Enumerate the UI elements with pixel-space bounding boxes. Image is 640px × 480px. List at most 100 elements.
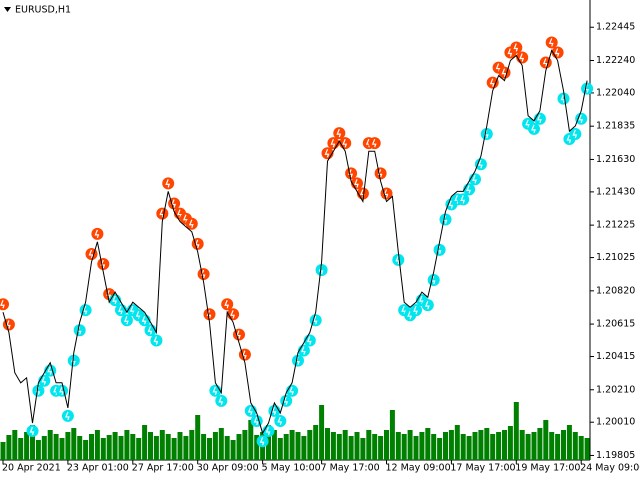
x-tick-label: 7 May 17:00 xyxy=(321,463,380,474)
volume-bar xyxy=(195,415,201,460)
signal-marker-icon xyxy=(448,200,454,209)
signal-marker-icon xyxy=(177,209,182,218)
signal-marker xyxy=(32,384,45,397)
signal-marker-icon xyxy=(29,426,35,436)
signal-marker xyxy=(191,237,204,250)
signal-marker-icon xyxy=(501,68,507,77)
signal-marker xyxy=(309,314,322,327)
signal-marker xyxy=(427,274,440,287)
volume-bar xyxy=(496,432,502,460)
signal-marker xyxy=(480,128,493,141)
volume-bar xyxy=(384,430,389,460)
signal-marker-icon xyxy=(466,185,471,194)
volume-bar xyxy=(277,438,283,460)
signal-marker-icon xyxy=(330,138,336,148)
signal-marker-icon xyxy=(247,406,253,416)
signal-marker xyxy=(392,253,405,266)
volume-bar xyxy=(319,405,325,460)
chart-title: EURUSD,H1 xyxy=(15,5,71,16)
signal-marker-icon xyxy=(94,229,100,239)
volume-bar xyxy=(454,425,460,460)
signal-marker-icon xyxy=(289,386,294,395)
x-tick-label: 30 Apr 09:00 xyxy=(197,463,259,474)
volume-bar xyxy=(112,432,118,460)
volume-bar xyxy=(401,434,407,460)
signal-marker-icon xyxy=(118,305,123,315)
signal-marker-icon xyxy=(194,239,200,249)
signal-marker-icon xyxy=(59,386,64,395)
price-line xyxy=(2,49,588,435)
signal-marker-icon xyxy=(224,300,230,309)
signal-marker xyxy=(168,197,181,210)
volume-bar xyxy=(448,430,454,460)
volume-bar xyxy=(124,430,130,460)
volume-bar xyxy=(389,410,395,460)
signal-marker-icon xyxy=(265,426,271,436)
signal-marker-icon xyxy=(65,411,70,421)
signal-marker xyxy=(457,193,470,206)
signal-marker xyxy=(73,324,86,337)
signal-marker xyxy=(256,435,269,448)
signal-marker-icon xyxy=(212,386,218,395)
volume-bar xyxy=(177,432,183,460)
signal-marker-icon xyxy=(424,300,430,310)
signal-marker xyxy=(333,127,346,140)
volume-bar xyxy=(407,430,413,460)
x-tick-label: 20 Apr 2021 xyxy=(2,463,61,474)
volume-bar xyxy=(153,436,159,460)
signal-marker xyxy=(85,247,98,260)
volume-bar xyxy=(419,432,425,460)
signal-marker-icon xyxy=(141,316,147,325)
signal-marker xyxy=(280,394,293,407)
signal-marker xyxy=(26,425,39,438)
x-tick-label: 23 Apr 01:00 xyxy=(67,463,129,474)
volume-bar xyxy=(342,430,348,460)
signal-marker xyxy=(545,36,558,49)
volume-bar xyxy=(561,430,566,460)
volume-bar xyxy=(130,434,136,460)
y-tick-label: 1.20415 xyxy=(596,351,635,362)
signal-marker xyxy=(56,384,68,397)
volume-bar xyxy=(0,442,6,460)
signal-marker-icon xyxy=(324,149,330,158)
signal-marker xyxy=(203,308,216,321)
signal-marker-icon xyxy=(460,195,466,204)
y-tick-label: 1.20210 xyxy=(596,384,635,395)
signal-marker-icon xyxy=(0,300,5,309)
signal-marker-icon xyxy=(348,169,353,178)
signal-marker-icon xyxy=(371,138,377,148)
signal-marker-icon xyxy=(6,320,11,329)
signal-marker xyxy=(238,348,251,361)
y-tick-label: 1.21630 xyxy=(596,154,635,165)
signal-marker-icon xyxy=(259,437,265,446)
signal-marker-icon xyxy=(472,175,477,184)
symbol-menu-arrow xyxy=(4,7,11,12)
volume-bar xyxy=(490,434,496,460)
signal-marker-icon xyxy=(306,336,312,345)
volume-bar xyxy=(230,440,236,460)
signal-marker-icon xyxy=(336,128,342,138)
volume-bar xyxy=(484,428,490,460)
volume-bar xyxy=(100,438,106,460)
signal-marker-icon xyxy=(354,179,359,188)
signal-marker-icon xyxy=(537,114,542,123)
signal-marker xyxy=(274,414,287,427)
volume-bar xyxy=(218,428,224,460)
signal-marker xyxy=(581,82,594,95)
volume-bar xyxy=(578,436,584,460)
x-tick-label: 12 May 09:00 xyxy=(386,463,451,474)
volume-bar xyxy=(413,436,419,460)
volume-bar xyxy=(159,430,165,460)
y-tick-label: 1.19805 xyxy=(596,450,635,461)
signal-marker-icon xyxy=(513,43,519,52)
volume-bar xyxy=(307,430,313,460)
volume-bar xyxy=(325,428,330,460)
volume-bar xyxy=(549,432,555,460)
signal-marker-icon xyxy=(489,78,495,87)
volume-bar xyxy=(330,432,336,460)
signal-marker-icon xyxy=(312,316,318,325)
volume-bar xyxy=(395,432,401,460)
volume-bar xyxy=(513,402,519,460)
signal-marker xyxy=(528,122,540,135)
volume-bar xyxy=(142,425,148,460)
